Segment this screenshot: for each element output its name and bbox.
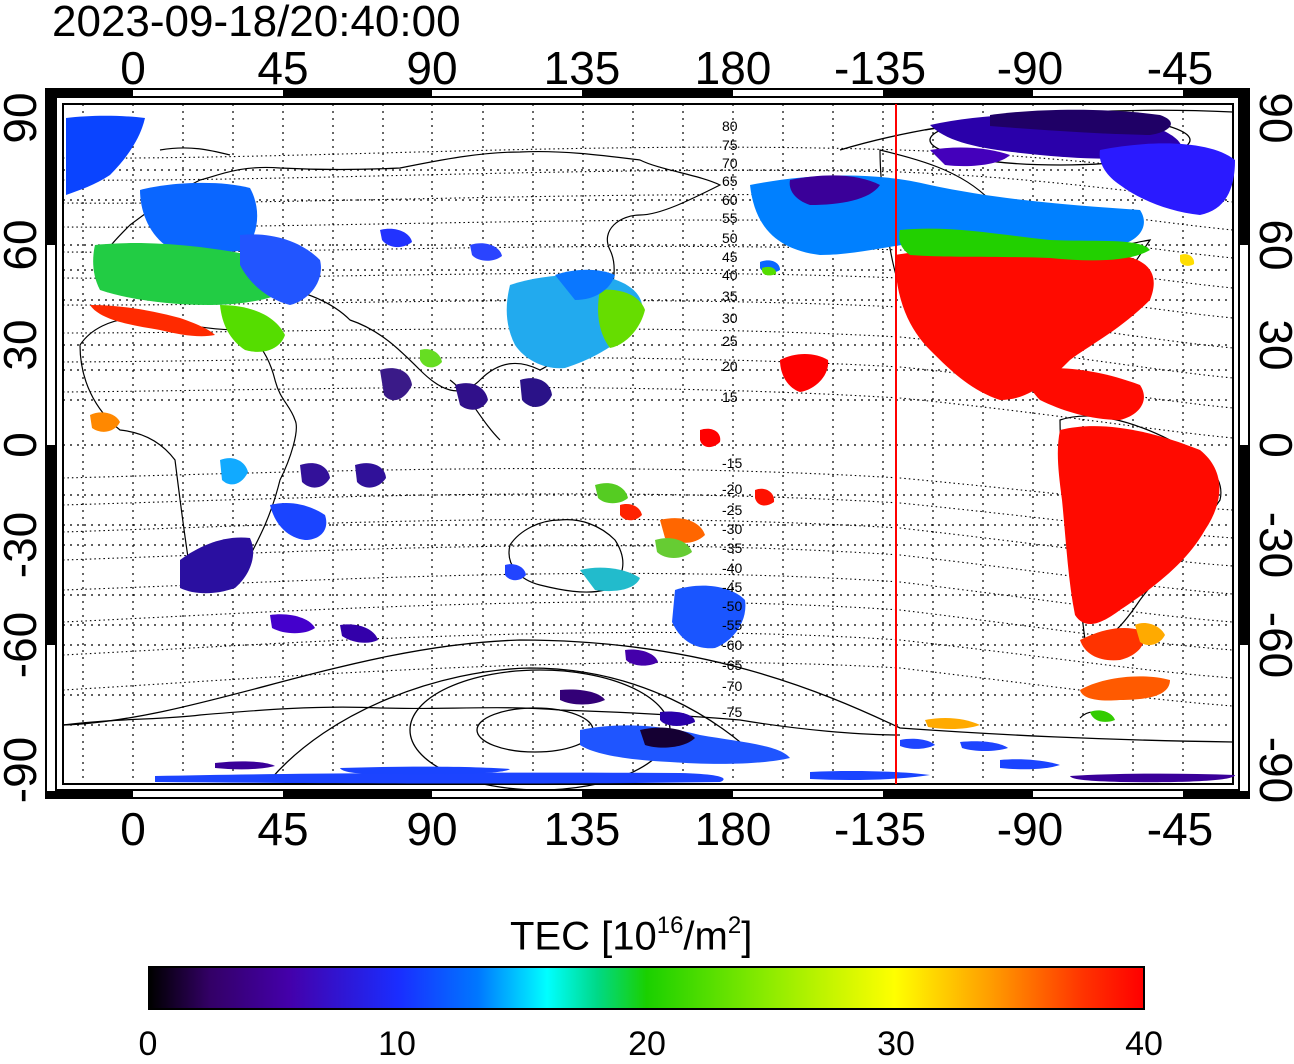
contour-labels: 80 75 70 65 60 55 50 45 40 35 30 25 20 1… xyxy=(722,118,742,720)
contour-label: -20 xyxy=(722,481,742,497)
lat-label: -90 xyxy=(0,737,46,803)
lon-label: -90 xyxy=(997,803,1063,855)
colorbar xyxy=(148,966,1145,1010)
colorbar-title-unit: /m xyxy=(683,914,728,959)
lon-label: 45 xyxy=(257,803,308,855)
colorbar-title-exponent: 16 xyxy=(656,912,684,939)
colorbar-tick: 40 xyxy=(1125,1025,1163,1063)
lat-label: -60 xyxy=(1250,612,1294,678)
lon-label: 180 xyxy=(695,803,772,855)
bottom-lon-labels: 0 45 90 135 180 -135 -90 -45 xyxy=(120,803,1213,855)
contour-label: -65 xyxy=(722,657,742,673)
top-lon-labels: 0 45 90 135 180 -135 -90 -45 xyxy=(120,42,1213,94)
contour-label: 25 xyxy=(722,333,738,349)
lat-label: -30 xyxy=(0,512,46,578)
lat-label: 90 xyxy=(1250,92,1294,143)
contour-label: 80 xyxy=(722,118,738,134)
contour-label: -30 xyxy=(722,521,742,537)
lon-label: -135 xyxy=(834,42,926,94)
lon-label: 90 xyxy=(406,42,457,94)
contour-label: 30 xyxy=(722,310,738,326)
lat-label: 60 xyxy=(1250,219,1294,270)
contour-label: 50 xyxy=(722,230,738,246)
lat-label: 0 xyxy=(1250,432,1294,458)
lon-label: 0 xyxy=(120,803,146,855)
lon-label: -45 xyxy=(1147,42,1213,94)
tec-data xyxy=(66,109,1235,784)
lon-label: -135 xyxy=(834,803,926,855)
contour-label: 65 xyxy=(722,173,738,189)
contour-label: 20 xyxy=(722,358,738,374)
colorbar-tick: 0 xyxy=(138,1025,158,1063)
colorbar-tick: 20 xyxy=(628,1025,666,1063)
colorbar-title-exponent: 2 xyxy=(727,912,742,939)
lat-label: 30 xyxy=(0,319,46,370)
contour-label: 70 xyxy=(722,155,738,171)
left-lat-labels: 90 60 30 0 -30 -60 -90 xyxy=(0,92,46,803)
lat-label: 90 xyxy=(0,92,46,143)
lat-label: -60 xyxy=(0,612,46,678)
lon-label: 135 xyxy=(544,42,621,94)
lon-label: 180 xyxy=(695,42,772,94)
contour-label: -35 xyxy=(722,540,742,556)
colorbar-title-prefix: TEC [10 xyxy=(510,914,657,959)
contour-label: -50 xyxy=(722,598,742,614)
contour-label: 15 xyxy=(722,389,738,405)
colorbar-title-suffix: ] xyxy=(741,914,753,959)
contour-label: -45 xyxy=(722,579,742,595)
colorbar-title: TEC [1016/m2] xyxy=(510,904,752,960)
lat-label: 30 xyxy=(1250,319,1294,370)
colorbar-tick: 30 xyxy=(877,1025,915,1063)
contour-label: 75 xyxy=(722,137,738,153)
lon-label: 135 xyxy=(544,803,621,855)
magnetic-contours xyxy=(62,146,1234,707)
contour-label: -55 xyxy=(722,617,742,633)
lon-label: 45 xyxy=(257,42,308,94)
lon-label: -90 xyxy=(997,42,1063,94)
contour-label: 35 xyxy=(722,288,738,304)
contour-label: -15 xyxy=(722,455,742,471)
contour-label: 45 xyxy=(722,249,738,265)
colorbar-tick: 10 xyxy=(378,1025,416,1063)
contour-label: 60 xyxy=(722,192,738,208)
contour-label: 55 xyxy=(722,210,738,226)
lat-label: -90 xyxy=(1250,737,1294,803)
contour-label: -60 xyxy=(722,637,742,653)
lon-label: 0 xyxy=(120,42,146,94)
lat-label: 0 xyxy=(0,432,46,458)
contour-label: -25 xyxy=(722,502,742,518)
frame-bars xyxy=(45,88,1250,799)
tec-map: 80 75 70 65 60 55 50 45 40 35 30 25 20 1… xyxy=(0,42,1294,855)
lon-label: 90 xyxy=(406,803,457,855)
contour-label: 40 xyxy=(722,267,738,283)
lat-label: -30 xyxy=(1250,512,1294,578)
lon-label: -45 xyxy=(1147,803,1213,855)
timestamp-title: 2023-09-18/20:40:00 xyxy=(52,0,461,46)
right-lat-labels: 90 60 30 0 -30 -60 -90 xyxy=(1250,92,1294,803)
contour-label: -75 xyxy=(722,704,742,720)
contour-label: -40 xyxy=(722,560,742,576)
contour-label: -70 xyxy=(722,678,742,694)
lat-label: 60 xyxy=(0,219,46,270)
